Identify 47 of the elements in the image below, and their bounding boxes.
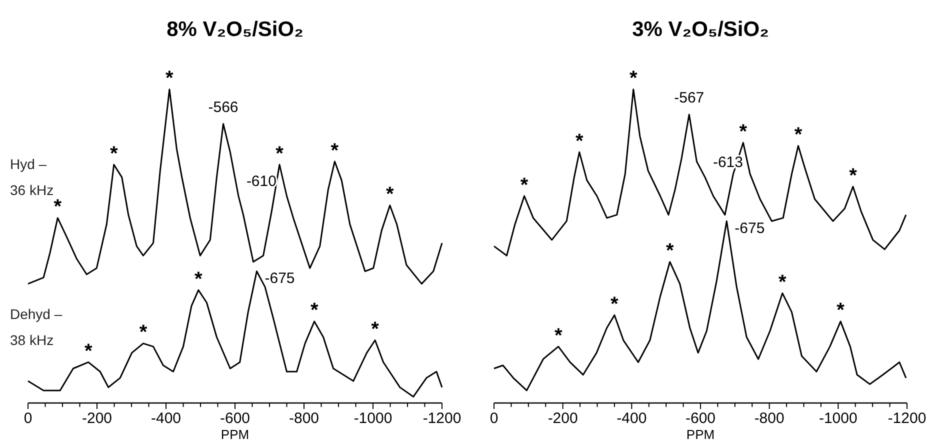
- x-tick-label: -400: [616, 410, 647, 427]
- x-tick-label: -800: [754, 410, 784, 427]
- x-tick-label: -1200: [888, 410, 926, 427]
- annotation: *: [520, 174, 528, 196]
- annotation: -566: [208, 98, 238, 116]
- annotation: *: [554, 324, 562, 347]
- annotation: *: [739, 120, 748, 143]
- annotation: -675: [264, 270, 295, 288]
- annotation: *: [54, 196, 62, 218]
- annotation: *: [849, 164, 858, 187]
- annotation: *: [139, 322, 148, 344]
- series-label: Hyd – 36 kHz: [10, 156, 54, 198]
- x-tick-label: -200: [82, 410, 112, 427]
- x-tick-label: -600: [220, 410, 250, 427]
- x-tick-label: -400: [150, 410, 182, 427]
- annotation: *: [610, 293, 619, 316]
- annotation: *: [386, 184, 394, 206]
- x-tick-label: -1000: [818, 410, 858, 427]
- x-tick-label: 0: [24, 410, 32, 427]
- annotation: *: [310, 300, 318, 322]
- annotation: *: [629, 68, 638, 90]
- x-axis-title: PPM: [686, 427, 715, 442]
- x-tick-label: -800: [288, 410, 320, 427]
- annotation: *: [836, 300, 845, 322]
- annotation: -610: [246, 172, 276, 190]
- annotation: *: [84, 340, 92, 363]
- x-tick-label: -1200: [422, 410, 462, 427]
- series-label: Dehyd – 38 kHz: [10, 306, 62, 348]
- annotation: *: [194, 268, 203, 290]
- x-tick-label: -1000: [354, 410, 392, 427]
- x-tick-label: -200: [548, 410, 578, 427]
- annotation: *: [371, 318, 380, 341]
- annotation: *: [166, 68, 174, 90]
- annotation: *: [110, 142, 118, 165]
- annotation: *: [575, 130, 584, 152]
- chart-title: 8% V₂O₅/SiO₂: [166, 18, 304, 41]
- annotation: *: [794, 124, 802, 146]
- chart-title: 3% V₂O₅/SiO₂: [632, 18, 769, 41]
- annotation: *: [330, 140, 339, 162]
- x-tick-label: -600: [685, 410, 716, 427]
- annotation: *: [666, 240, 674, 262]
- annotation: -567: [674, 89, 704, 106]
- annotation: -675: [734, 220, 765, 238]
- x-axis-title: PPM: [220, 427, 250, 442]
- x-tick-label: 0: [490, 410, 498, 427]
- annotation: *: [778, 272, 787, 294]
- annotation: *: [276, 142, 284, 165]
